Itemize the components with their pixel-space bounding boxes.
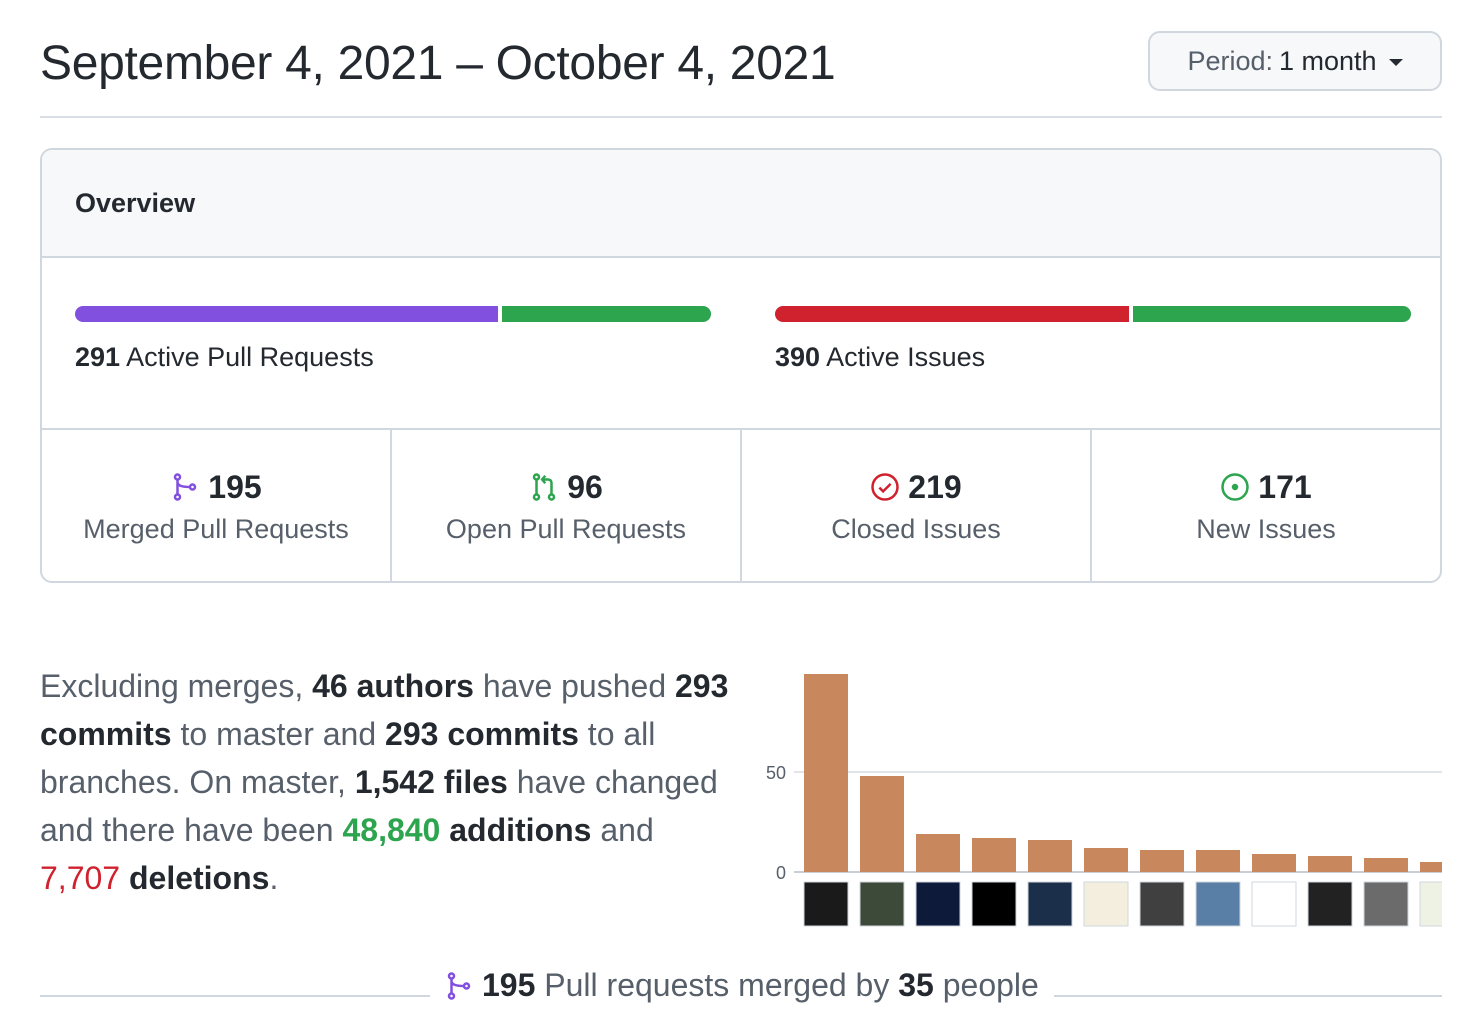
files-changed-count: 1,542 files bbox=[354, 764, 508, 800]
deletions-count: 7,707 bbox=[40, 860, 121, 896]
active-pull-requests-text: Active Pull Requests bbox=[126, 342, 374, 372]
closed-segment bbox=[775, 306, 1129, 322]
author-avatar bbox=[1363, 881, 1409, 927]
active-issues-label: 390 Active Issues bbox=[775, 342, 1411, 373]
active-issues-text: Active Issues bbox=[826, 342, 986, 372]
author-avatar bbox=[1307, 881, 1353, 927]
summary-text: Excluding merges, bbox=[40, 668, 313, 704]
commit-bar bbox=[1140, 850, 1184, 872]
closed-issues-label: Closed Issues bbox=[831, 513, 1001, 544]
overview-panel: Overview 291 Active Pull Requests 390 Ac… bbox=[40, 148, 1442, 583]
authors-count: 46 authors bbox=[312, 668, 474, 704]
commit-bar bbox=[916, 834, 960, 872]
commit-bar bbox=[1196, 850, 1240, 872]
overview-title: Overview bbox=[75, 187, 196, 218]
author-avatar bbox=[971, 881, 1017, 927]
merged-segment bbox=[75, 306, 498, 322]
commits-chart-svg: 50 0 bbox=[766, 674, 1442, 927]
new-issues-stat[interactable]: 171 New Issues bbox=[1092, 430, 1440, 581]
summary-text: and bbox=[591, 812, 654, 848]
closed-issues-stat[interactable]: 219 Closed Issues bbox=[742, 430, 1092, 581]
issue-closed-icon bbox=[871, 473, 900, 501]
open-pull-requests-label: Open Pull Requests bbox=[445, 513, 687, 544]
page-header: September 4, 2021 – October 4, 2021 Peri… bbox=[40, 28, 1442, 118]
pull-requests-summary[interactable]: 291 Active Pull Requests bbox=[75, 306, 711, 373]
summary-text: . bbox=[269, 860, 279, 896]
author-avatar bbox=[1027, 881, 1073, 927]
commit-bar bbox=[1084, 848, 1128, 872]
period-label: Period: bbox=[1187, 45, 1273, 76]
overview-header: Overview bbox=[42, 150, 1440, 258]
issues-progress-bar bbox=[775, 306, 1411, 322]
commit-bar bbox=[1420, 862, 1442, 872]
additions-count: 48,840 bbox=[342, 812, 441, 848]
commit-bar bbox=[860, 776, 904, 872]
commits-by-author-chart: 50 0 bbox=[750, 660, 1442, 930]
issue-opened-icon bbox=[1221, 473, 1250, 501]
footer-divider-right bbox=[1054, 995, 1442, 997]
summary-text: to master and bbox=[171, 716, 386, 752]
active-issues-count: 390 bbox=[775, 342, 821, 372]
footer-text: Pull requests merged by bbox=[535, 967, 899, 1003]
commit-summary: Excluding merges, 46 authors have pushed… bbox=[40, 662, 740, 902]
caret-down-icon bbox=[1388, 59, 1403, 66]
footer-text: people bbox=[933, 967, 1039, 1003]
open-pull-requests-stat[interactable]: 96 Open Pull Requests bbox=[392, 430, 742, 581]
additions-label: additions bbox=[440, 812, 592, 848]
open-segment bbox=[502, 306, 711, 322]
open-pull-requests-count: 96 bbox=[567, 468, 603, 505]
date-range-title: September 4, 2021 – October 4, 2021 bbox=[40, 37, 836, 90]
author-avatar bbox=[803, 881, 849, 927]
merged-pull-requests-stat[interactable]: 195 Merged Pull Requests bbox=[42, 430, 392, 581]
people-count: 35 bbox=[898, 967, 934, 1003]
summary-text: to all branches. On master, bbox=[40, 716, 656, 800]
commit-bar bbox=[1028, 840, 1072, 872]
new-issues-count: 171 bbox=[1258, 468, 1312, 505]
footer-divider-left bbox=[40, 995, 430, 997]
summary-text: have changed and there have been bbox=[40, 764, 718, 848]
issues-summary[interactable]: 390 Active Issues bbox=[775, 306, 1411, 373]
author-avatar bbox=[1195, 881, 1241, 927]
author-avatar bbox=[859, 881, 905, 927]
commit-bar bbox=[972, 838, 1016, 872]
summary-text: have pushed bbox=[473, 668, 675, 704]
author-avatar bbox=[1251, 881, 1297, 927]
commit-bar bbox=[1252, 854, 1296, 872]
author-avatar bbox=[915, 881, 961, 927]
active-pull-requests-count: 291 bbox=[75, 342, 121, 372]
git-pull-request-icon bbox=[532, 473, 556, 501]
commit-bar bbox=[1364, 858, 1408, 872]
commit-bar bbox=[804, 674, 848, 872]
commit-bar bbox=[1308, 856, 1352, 872]
period-value: 1 month bbox=[1279, 45, 1377, 76]
pull-requests-progress-bar bbox=[75, 306, 711, 322]
active-pull-requests-label: 291 Active Pull Requests bbox=[75, 342, 711, 373]
new-issues-label: New Issues bbox=[1196, 513, 1336, 544]
new-segment bbox=[1133, 306, 1411, 322]
overview-stats: 195 Merged Pull Requests 96 Open Pull Re… bbox=[42, 430, 1440, 581]
y-tick-label: 0 bbox=[776, 863, 786, 883]
author-avatar bbox=[1083, 881, 1129, 927]
merged-count: 195 bbox=[482, 967, 536, 1003]
author-avatar bbox=[1139, 881, 1185, 927]
all-branches-commits-count: 293 commits bbox=[385, 716, 579, 752]
closed-issues-count: 219 bbox=[908, 468, 962, 505]
master-commits-count: 293 commits bbox=[40, 668, 729, 752]
merged-pull-requests-label: Merged Pull Requests bbox=[83, 513, 349, 544]
git-merge-icon bbox=[447, 971, 471, 1000]
deletions-label: deletions bbox=[120, 860, 270, 896]
merged-pull-requests-count: 195 bbox=[208, 468, 262, 505]
author-avatar bbox=[1419, 881, 1442, 927]
y-tick-label: 50 bbox=[766, 763, 786, 783]
merged-pull-requests-heading: 195 Pull requests merged by 35 people bbox=[436, 967, 1047, 1004]
overview-bars: 291 Active Pull Requests 390 Active Issu… bbox=[42, 258, 1440, 430]
git-merge-icon bbox=[174, 473, 197, 501]
period-dropdown-button[interactable]: Period: 1 month bbox=[1148, 31, 1442, 91]
